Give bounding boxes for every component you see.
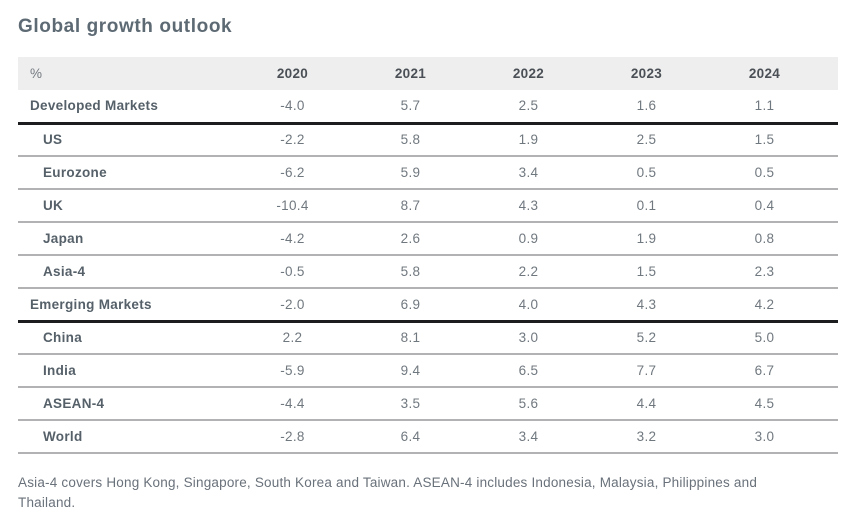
column-header-year: 2020 [276,66,309,81]
footnote: Asia-4 covers Hong Kong, Singapore, Sout… [18,475,758,510]
cell-value: -4.4 [280,396,305,411]
cell-value: 0.1 [636,198,657,213]
table-body: Developed Markets -4.0 5.7 2.5 1.6 1.1 US -2.2 5… [18,90,838,453]
cell-value: 5.0 [754,330,775,346]
column-header-percent: % [30,66,43,81]
row-label: Emerging Markets [30,296,152,312]
table-row: Eurozone -6.2 5.9 3.4 0.5 0.5 [18,156,838,189]
cell-value: 3.4 [518,429,539,444]
cell-value: 6.7 [754,363,775,378]
cell-value: -5.9 [280,363,305,378]
cell-value: 1.5 [636,264,657,279]
table-row: Emerging Markets -2.0 6.9 4.0 4.3 4.2 [18,288,838,321]
cell-value: -4.0 [280,98,305,114]
cell-value: 8.1 [400,330,421,346]
cell-value: 4.3 [518,198,539,213]
cell-value: 2.3 [754,264,775,279]
cell-value: 6.5 [518,363,539,378]
cell-value: 4.0 [518,296,539,312]
cell-value: -2.8 [280,429,305,444]
cell-value: 5.8 [400,264,421,279]
table-row: US -2.2 5.8 1.9 2.5 1.5 [18,123,838,156]
cell-value: 5.6 [518,396,539,411]
column-header-year: 2024 [748,66,781,81]
table-row: India -5.9 9.4 6.5 7.7 6.7 [18,354,838,387]
row-label: Developed Markets [30,98,159,114]
cell-value: 3.4 [518,165,539,180]
cell-value: -10.4 [276,198,309,213]
table-row: World -2.8 6.4 3.4 3.2 3.0 [18,420,838,453]
cell-value: -6.2 [280,165,305,180]
cell-value: 3.2 [636,429,657,444]
cell-value: 2.5 [518,98,539,114]
cell-value: 4.4 [636,396,657,411]
cell-value: 2.5 [636,132,657,148]
cell-value: 1.6 [636,98,657,114]
cell-value: 0.5 [754,165,775,180]
cell-value: 3.5 [400,396,421,411]
cell-value: 5.7 [400,98,421,114]
cell-value: 4.5 [754,396,775,411]
column-header-year: 2023 [630,66,663,81]
cell-value: 8.7 [400,198,421,213]
cell-value: -2.2 [280,132,305,148]
table-row: Developed Markets -4.0 5.7 2.5 1.6 1.1 [18,90,838,123]
row-label: Asia-4 [43,264,86,279]
cell-value: 2.6 [400,231,421,246]
cell-value: -0.5 [280,264,305,279]
cell-value: 5.2 [636,330,657,346]
cell-value: 2.2 [282,330,303,346]
row-label: China [43,330,83,346]
cell-value: 0.4 [754,198,775,213]
cell-value: 4.2 [754,296,775,312]
table-row: UK -10.4 8.7 4.3 0.1 0.4 [18,189,838,222]
cell-value: 1.9 [518,132,539,148]
growth-outlook-table: % 2020 2021 2022 2023 2024 Developed Markets… [18,57,838,454]
row-label: World [43,429,83,444]
cell-value: 3.0 [518,330,539,346]
row-label: UK [43,198,64,213]
table-row: ASEAN-4 -4.4 3.5 5.6 4.4 4.5 [18,387,838,420]
cell-value: 5.8 [400,132,421,148]
row-label: ASEAN-4 [43,396,105,411]
table-row: Asia-4 -0.5 5.8 2.2 1.5 2.3 [18,255,838,288]
cell-value: 1.5 [754,132,775,148]
cell-value: -4.2 [280,231,305,246]
cell-value: 5.9 [400,165,421,180]
table-row: China 2.2 8.1 3.0 5.2 5.0 [18,321,838,354]
column-header-year: 2021 [394,66,427,81]
cell-value: 0.8 [754,231,775,246]
cell-value: 3.0 [754,429,775,444]
cell-value: 4.3 [636,296,657,312]
cell-value: -2.0 [280,296,305,312]
cell-value: 9.4 [400,363,421,378]
row-label: US [43,132,63,148]
row-label: India [43,363,77,378]
row-label: Japan [43,231,84,246]
cell-value: 0.9 [518,231,539,246]
cell-value: 6.9 [400,296,421,312]
column-header-year: 2022 [512,66,545,81]
cell-value: 7.7 [636,363,657,378]
table-header-row: % 2020 2021 2022 2023 2024 [18,57,838,90]
row-label: Eurozone [43,165,107,180]
cell-value: 2.2 [518,264,539,279]
cell-value: 6.4 [400,429,421,444]
cell-value: 0.5 [636,165,657,180]
page-title: Global growth outlook [18,16,233,37]
cell-value: 1.9 [636,231,657,246]
table-row: Japan -4.2 2.6 0.9 1.9 0.8 [18,222,838,255]
cell-value: 1.1 [754,98,775,114]
